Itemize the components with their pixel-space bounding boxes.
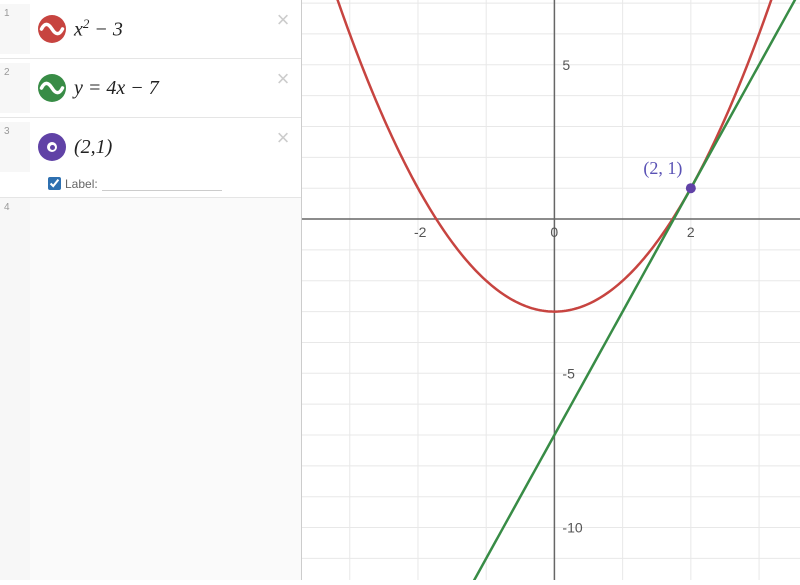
expr-index: 1 — [0, 4, 30, 54]
label-input[interactable] — [102, 176, 222, 191]
expr-index: 3 — [0, 122, 30, 172]
graph-panel[interactable]: -2 0 2 -10 -5 5 (2, 1) — [302, 0, 800, 580]
svg-text:-2: -2 — [414, 224, 427, 240]
point-icon[interactable] — [38, 133, 66, 161]
expression-text[interactable]: (2,1) — [74, 136, 301, 159]
svg-text:0: 0 — [550, 224, 558, 240]
expression-text[interactable]: x2 − 3 — [74, 16, 301, 42]
close-icon[interactable]: × — [273, 128, 293, 148]
curve-icon[interactable] — [38, 74, 66, 102]
svg-text:-5: -5 — [562, 365, 575, 381]
expression-row-2[interactable]: 2 y = 4x − 7 × — [0, 59, 301, 118]
expression-row-1[interactable]: 1 x2 − 3 × — [0, 0, 301, 59]
expr-index: 2 — [0, 63, 30, 113]
label-caption: Label: — [65, 177, 98, 191]
svg-text:5: 5 — [562, 57, 570, 73]
expression-text[interactable]: y = 4x − 7 — [74, 77, 301, 100]
expression-row-empty[interactable]: 4 — [0, 198, 301, 580]
curve-icon[interactable] — [38, 15, 66, 43]
graph-canvas[interactable]: -2 0 2 -10 -5 5 (2, 1) — [302, 0, 800, 580]
label-option-row: Label: — [0, 176, 301, 197]
close-icon[interactable]: × — [273, 69, 293, 89]
expression-sidebar: 1 x2 − 3 × 2 y = 4x − 7 × 3 (2,1) × Labe… — [0, 0, 302, 580]
svg-text:2: 2 — [687, 224, 695, 240]
svg-text:-10: -10 — [562, 520, 582, 536]
close-icon[interactable]: × — [273, 10, 293, 30]
expr-index: 4 — [0, 198, 30, 580]
svg-text:(2, 1): (2, 1) — [643, 158, 682, 179]
label-checkbox[interactable] — [48, 177, 61, 190]
expression-row-3[interactable]: 3 (2,1) × Label: — [0, 118, 301, 198]
